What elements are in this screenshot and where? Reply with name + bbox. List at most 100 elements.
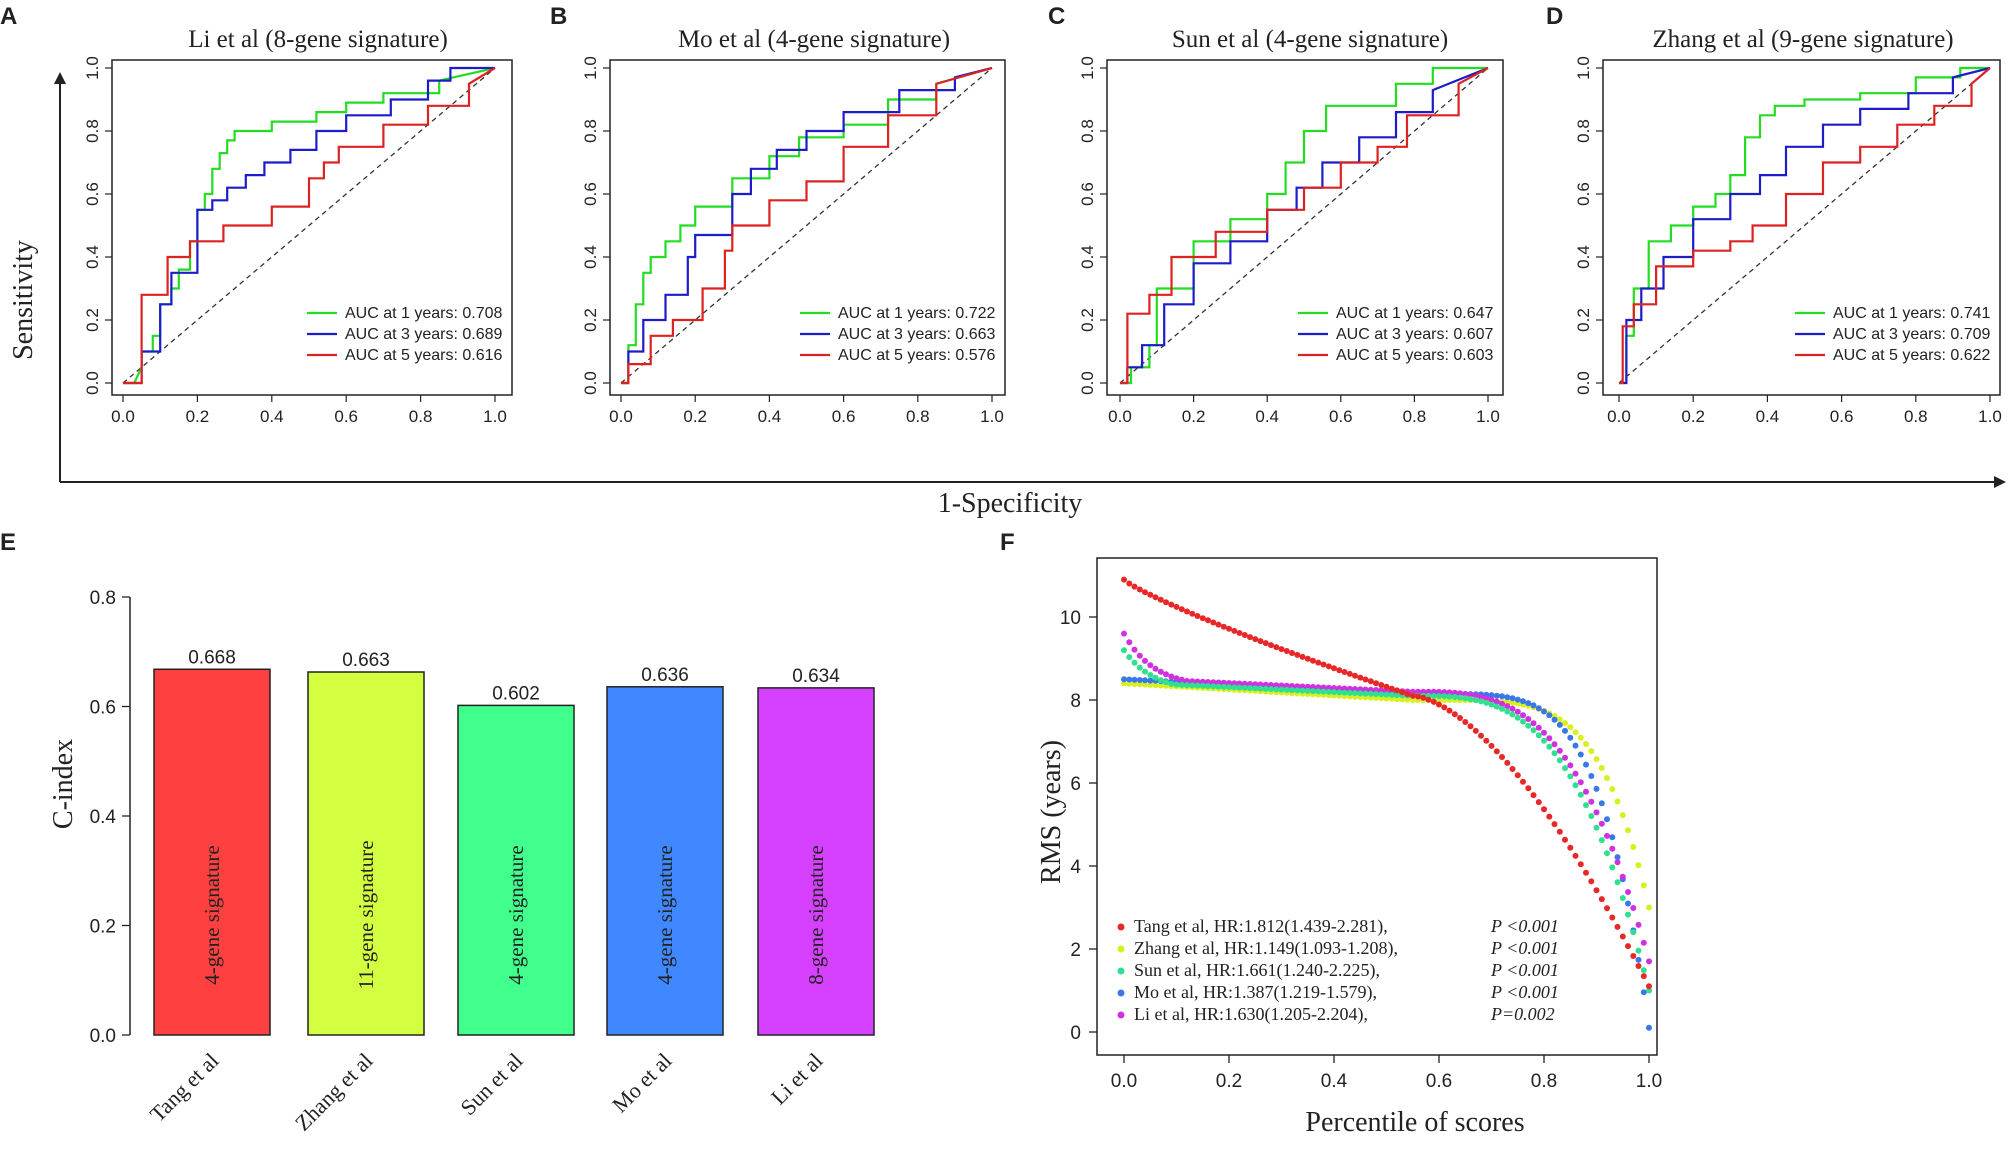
scatter-point: [1383, 691, 1390, 698]
x-tick-label: 0.6: [1329, 407, 1353, 426]
y-tick-label: 0.8: [83, 119, 102, 143]
scatter-point: [1247, 685, 1253, 692]
scatter-point: [1604, 816, 1610, 823]
scatter-point: [1126, 676, 1133, 683]
scatter-point: [1625, 900, 1631, 907]
x-tick-label: 0.2: [1681, 407, 1705, 426]
y-tick-label: 0.0: [90, 1026, 116, 1047]
scatter-point: [1142, 589, 1148, 596]
scatter-point: [1472, 697, 1479, 704]
legend-entry: AUC at 5 years: 0.576: [838, 347, 996, 364]
scatter-point: [1646, 1024, 1652, 1031]
panel-f-xlabel: Percentile of scores: [1305, 1107, 1524, 1138]
y-tick-label: 0.2: [90, 917, 116, 938]
scatter-point: [1598, 800, 1605, 807]
y-tick-label: 0.6: [1078, 182, 1097, 206]
scatter-point: [1499, 693, 1505, 700]
scatter-point: [1152, 674, 1159, 681]
scatter-point: [1441, 689, 1448, 696]
scatter-point: [1562, 754, 1568, 761]
scatter-point: [1541, 729, 1547, 736]
x-tick-label: 0.6: [1830, 407, 1854, 426]
scatter-point: [1257, 638, 1264, 645]
legend-entry: AUC at 5 years: 0.616: [345, 347, 503, 364]
panel-label-f: F: [1000, 529, 1015, 556]
scatter-point: [1136, 681, 1143, 688]
scatter-point: [1478, 693, 1484, 700]
x-arrow-icon: [1994, 476, 2006, 488]
scatter-point: [1273, 682, 1280, 689]
scatter-point: [1483, 695, 1490, 702]
y-tick-label: 0.8: [1078, 119, 1097, 143]
scatter-point: [1441, 693, 1448, 700]
y-tick-label: 0.2: [83, 308, 102, 332]
scatter-point: [1467, 691, 1474, 698]
scatter-point: [1551, 821, 1558, 828]
scatter-point: [1173, 675, 1180, 682]
scatter-point: [1451, 711, 1458, 718]
scatter-point: [1614, 854, 1621, 861]
scatter-point: [1609, 845, 1616, 852]
scatter-point: [1420, 688, 1427, 695]
plot-frame: [609, 59, 1006, 396]
scatter-point: [1556, 747, 1563, 754]
scatter-point: [1247, 634, 1253, 641]
y-tick-label: 0.8: [1574, 119, 1593, 143]
x-tick-label: 1.0: [1636, 1071, 1662, 1092]
scatter-point: [1121, 680, 1127, 687]
scatter-point: [1562, 765, 1568, 772]
scatter-point: [1609, 834, 1616, 841]
scatter-point: [1630, 844, 1637, 850]
panel-b: B Mo et al (4-gene signature) 0.0 0.2 0.4 0…: [550, 3, 1006, 426]
scatter-point: [1346, 670, 1353, 677]
x-tick-label: 0.2: [1216, 1071, 1242, 1092]
legend-pvalue: P <0.001: [1490, 960, 1559, 980]
scatter-point: [1535, 705, 1542, 712]
scatter-point: [1231, 627, 1238, 634]
scatter-point: [1520, 698, 1526, 705]
scatter-point: [1247, 681, 1253, 687]
scatter-point: [1163, 679, 1169, 686]
scatter-point: [1619, 933, 1626, 940]
scatter-point: [1215, 679, 1222, 686]
scatter-point: [1493, 692, 1500, 699]
x-tick-label: 0.0: [1607, 407, 1631, 426]
scatter-point: [1546, 712, 1553, 719]
scatter-point: [1252, 681, 1259, 688]
scatter-point: [1541, 806, 1547, 813]
legend-marker: [1117, 967, 1125, 975]
bar: [606, 686, 724, 1036]
scatter-point: [1336, 667, 1343, 674]
y-tick-label: 1.0: [83, 56, 102, 80]
x-tick-label: 0.0: [111, 407, 135, 426]
scatter-point: [1604, 832, 1610, 839]
y-tick-label: 0.0: [581, 371, 600, 395]
scatter-point: [1121, 676, 1127, 683]
legend-entry: Tang et al, HR:1.812(1.439-2.281),: [1134, 916, 1388, 937]
roc-curve-3yr: [1619, 66, 1991, 385]
scatter-point: [1131, 646, 1138, 653]
scatter-point: [1278, 686, 1285, 693]
scatter-point: [1614, 859, 1621, 866]
panel-label-e: E: [0, 529, 16, 556]
scatter-point: [1163, 599, 1169, 606]
scatter-point: [1488, 742, 1495, 749]
scatter-point: [1504, 703, 1511, 710]
bar: [153, 668, 271, 1036]
scatter-point: [1157, 668, 1164, 675]
scatter-series: [1121, 576, 1652, 990]
scatter-point: [1436, 701, 1442, 708]
scatter-point: [1152, 594, 1159, 601]
scatter-point: [1619, 895, 1626, 901]
scatter-point: [1504, 694, 1511, 701]
legend-entry: AUC at 3 years: 0.709: [1833, 326, 1991, 343]
x-tick-label: 0.6: [832, 407, 856, 426]
scatter-point: [1373, 691, 1379, 698]
scatter-point: [1583, 741, 1589, 747]
scatter-point: [1268, 682, 1274, 688]
x-tick-label: 0.8: [906, 407, 930, 426]
scatter-point: [1509, 705, 1516, 712]
scatter-point: [1556, 757, 1563, 764]
scatter-point: [1121, 647, 1127, 654]
legend-marker: [1117, 945, 1125, 953]
